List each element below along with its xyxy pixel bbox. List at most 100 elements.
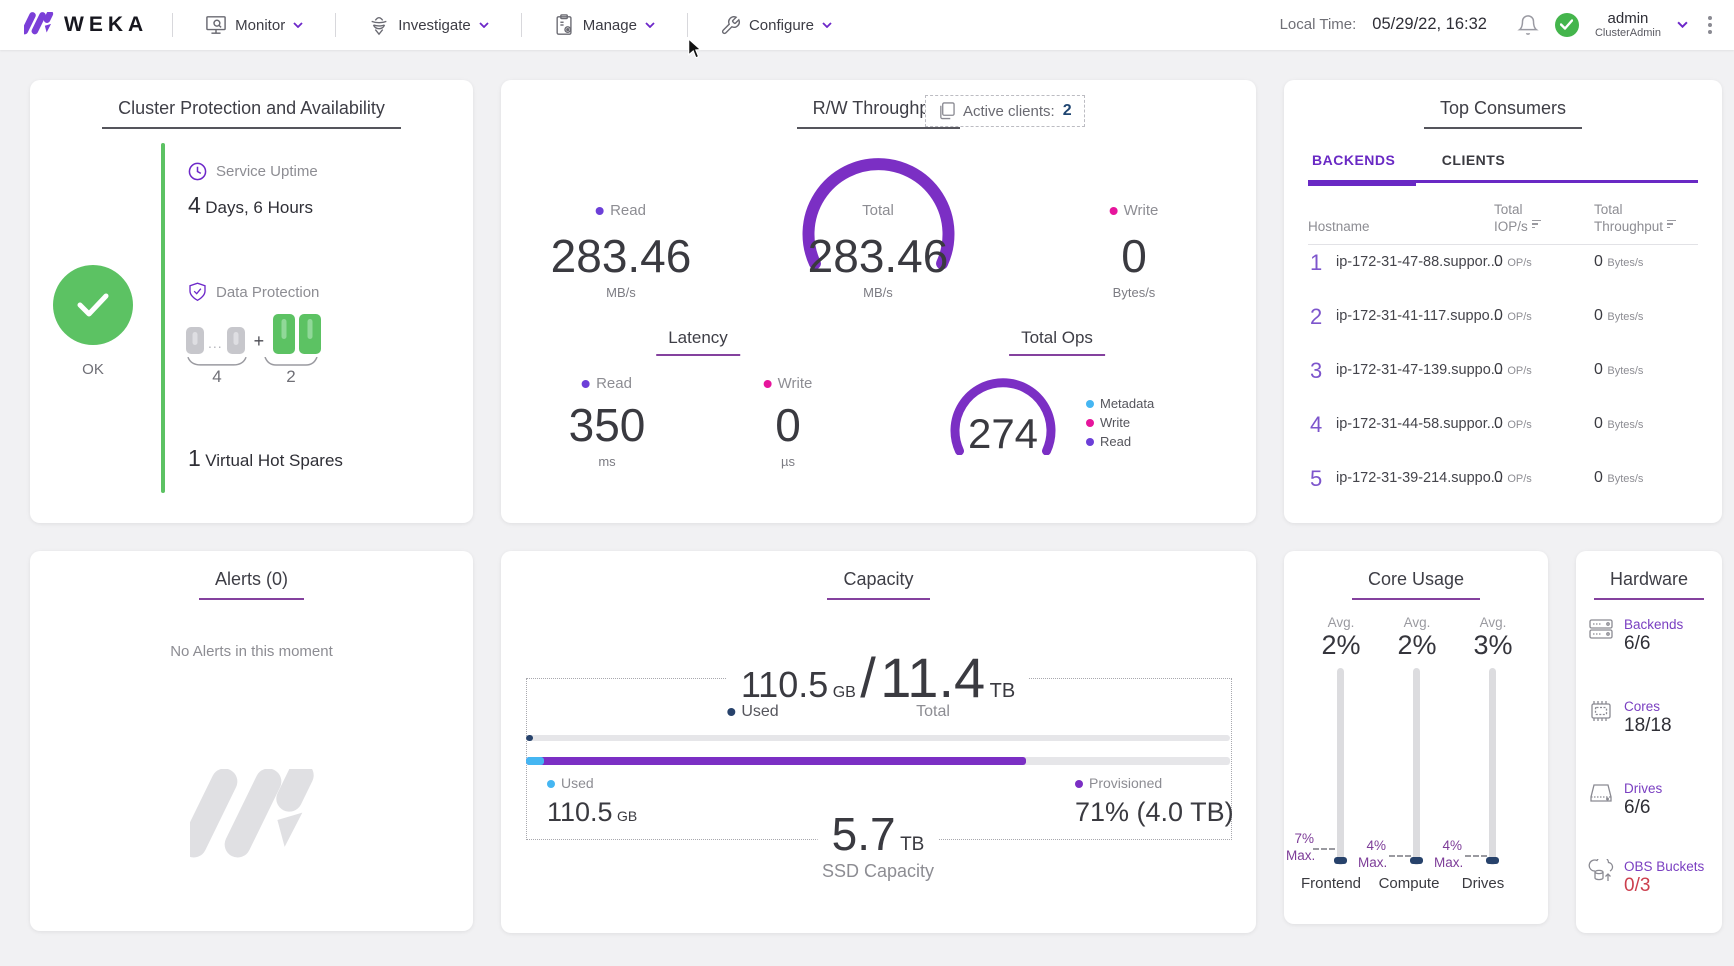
drives-slider[interactable] [1465, 668, 1499, 865]
ssd-used-fill [526, 757, 544, 765]
active-clients-value: 2 [1062, 102, 1072, 119]
provisioned-stat: Provisioned 71% (4.0 TB) [1075, 775, 1234, 827]
card-title: R/W Throughput [796, 98, 961, 129]
frontend-max-line [1313, 848, 1335, 851]
read-stat: Read 283.46 MB/s [550, 202, 692, 300]
total-capacity-bar [526, 735, 1230, 741]
chevron-down-icon[interactable] [1677, 21, 1688, 29]
hw-drives[interactable]: Drives 6/6 [1588, 781, 1662, 819]
frontend-label: Frontend [1300, 875, 1362, 892]
latency-title: Latency [656, 328, 740, 356]
tab-backends[interactable]: BACKENDS [1312, 152, 1396, 168]
hw-obs-buckets[interactable]: OBS Buckets 0/3 [1588, 859, 1704, 897]
total-ops-legend: Metadata Write Read [1086, 396, 1154, 453]
used-label: Used [727, 703, 779, 721]
hardware-card: Hardware Backends 6/6 Cores 18/18 [1576, 551, 1722, 933]
compute-slider[interactable] [1389, 668, 1423, 865]
active-clients-chip[interactable]: Active clients: 2 [925, 95, 1085, 127]
check-icon [77, 293, 109, 317]
write-dot [1086, 418, 1094, 427]
read-dot [582, 380, 591, 389]
total-ops-value: 274 [967, 410, 1039, 457]
active-clients-label: Active clients: [963, 102, 1055, 120]
plus-sign: + [253, 331, 265, 351]
total-label: Total [916, 703, 950, 720]
underbrace [187, 357, 247, 366]
clock-icon [188, 162, 207, 181]
total-ops-title: Total Ops [1009, 328, 1105, 356]
clipboard-gear-icon [556, 14, 572, 35]
top-nav: WEKA Monitor Investigate [0, 0, 1734, 50]
shield-check-icon [189, 282, 206, 302]
compute-max-line [1389, 855, 1411, 858]
tab-clients[interactable]: CLIENTS [1441, 152, 1506, 168]
chevron-down-icon [645, 22, 655, 28]
menu-investigate[interactable]: Investigate [360, 8, 497, 42]
bell-icon[interactable] [1517, 13, 1539, 37]
protection-diagram: ... + 4 2 [186, 314, 356, 387]
cluster-health-badge[interactable] [1554, 12, 1579, 37]
card-title: Hardware [1593, 569, 1705, 600]
spares-label: Virtual Hot Spares [205, 451, 343, 470]
overflow-menu[interactable] [1704, 12, 1716, 38]
compute-avg: Avg. 2% [1397, 615, 1437, 660]
uptime-label: Service Uptime [216, 163, 318, 180]
wrench-icon [721, 15, 740, 34]
compute-max-label: 4% Max. [1358, 838, 1388, 870]
cluster-protection-card: Cluster Protection and Availability OK S… [30, 80, 473, 523]
nav-divider [172, 13, 174, 37]
write-dot [763, 380, 772, 389]
menu-manage-label: Manage [582, 16, 637, 34]
col-hostname: Hostname [1308, 219, 1370, 235]
local-time-label: Local Time: [1279, 16, 1357, 34]
read-unit: MB/s [606, 285, 636, 300]
ssd-capacity-bar [526, 757, 1230, 765]
used-dot [727, 707, 736, 716]
frontend-slider[interactable] [1313, 668, 1347, 865]
menu-monitor[interactable]: Monitor [197, 9, 311, 41]
protection-label: Data Protection [216, 283, 320, 301]
consumers-tabs: BACKENDS CLIENTS [1308, 152, 1698, 186]
drives-avg: Avg. 3% [1473, 615, 1513, 660]
nav-divider [335, 13, 337, 37]
latency-write-stat: Write 0 µs [763, 375, 812, 469]
frontend-avg: Avg. 2% [1321, 615, 1361, 660]
write-stat: Write 0 Bytes/s [1109, 202, 1158, 300]
uptime-rest: Days, 6 Hours [205, 198, 313, 217]
server-icon [1589, 619, 1613, 639]
write-unit: Bytes/s [1112, 285, 1156, 300]
chip-icon [1591, 701, 1611, 721]
ssd-capacity-value: 5.7 TB [817, 807, 939, 861]
sort-filter-icon[interactable] [1531, 219, 1541, 231]
detective-icon [371, 16, 387, 36]
sort-filter-icon[interactable] [1667, 219, 1677, 231]
core-usage-card: Core Usage Avg. 2% 7% Max. Frontend Avg. … [1284, 551, 1548, 924]
drives-thumb[interactable] [1486, 857, 1499, 864]
drives-max-label: 4% Max. [1434, 838, 1464, 870]
compute-thumb[interactable] [1410, 857, 1423, 864]
monitor-icon [206, 16, 226, 34]
data-block [186, 327, 204, 354]
weka-watermark-icon [190, 769, 314, 858]
hw-cores[interactable]: Cores 18/18 [1588, 699, 1672, 737]
drives-label: Drives [1461, 875, 1505, 892]
spares-count: 1 [188, 445, 201, 471]
capacity-card: Capacity 110.5 GB / 11.4 TB Used Total U… [501, 551, 1256, 933]
weka-logo[interactable]: WEKA [24, 12, 148, 38]
menu-configure[interactable]: Configure [712, 9, 840, 42]
active-tab-indicator [1308, 180, 1416, 186]
ssd-capacity-caption: SSD Capacity [821, 861, 935, 881]
cloud-upload-icon [1588, 859, 1614, 881]
ssd-used-stat: Used 110.5 GB [547, 775, 638, 827]
menu-investigate-label: Investigate [398, 16, 471, 34]
drive-icon [1590, 784, 1612, 802]
mouse-cursor [688, 38, 702, 59]
nav-divider [520, 13, 522, 37]
menu-configure-label: Configure [748, 16, 815, 34]
menu-manage[interactable]: Manage [546, 8, 663, 42]
user-menu[interactable]: admin ClusterAdmin [1595, 10, 1661, 40]
total-stat: Total 283.46 MB/s [808, 202, 949, 300]
frontend-thumb[interactable] [1334, 857, 1347, 864]
hw-backends[interactable]: Backends 6/6 [1588, 617, 1683, 655]
latency-read-stat: Read 350 ms [568, 375, 646, 469]
